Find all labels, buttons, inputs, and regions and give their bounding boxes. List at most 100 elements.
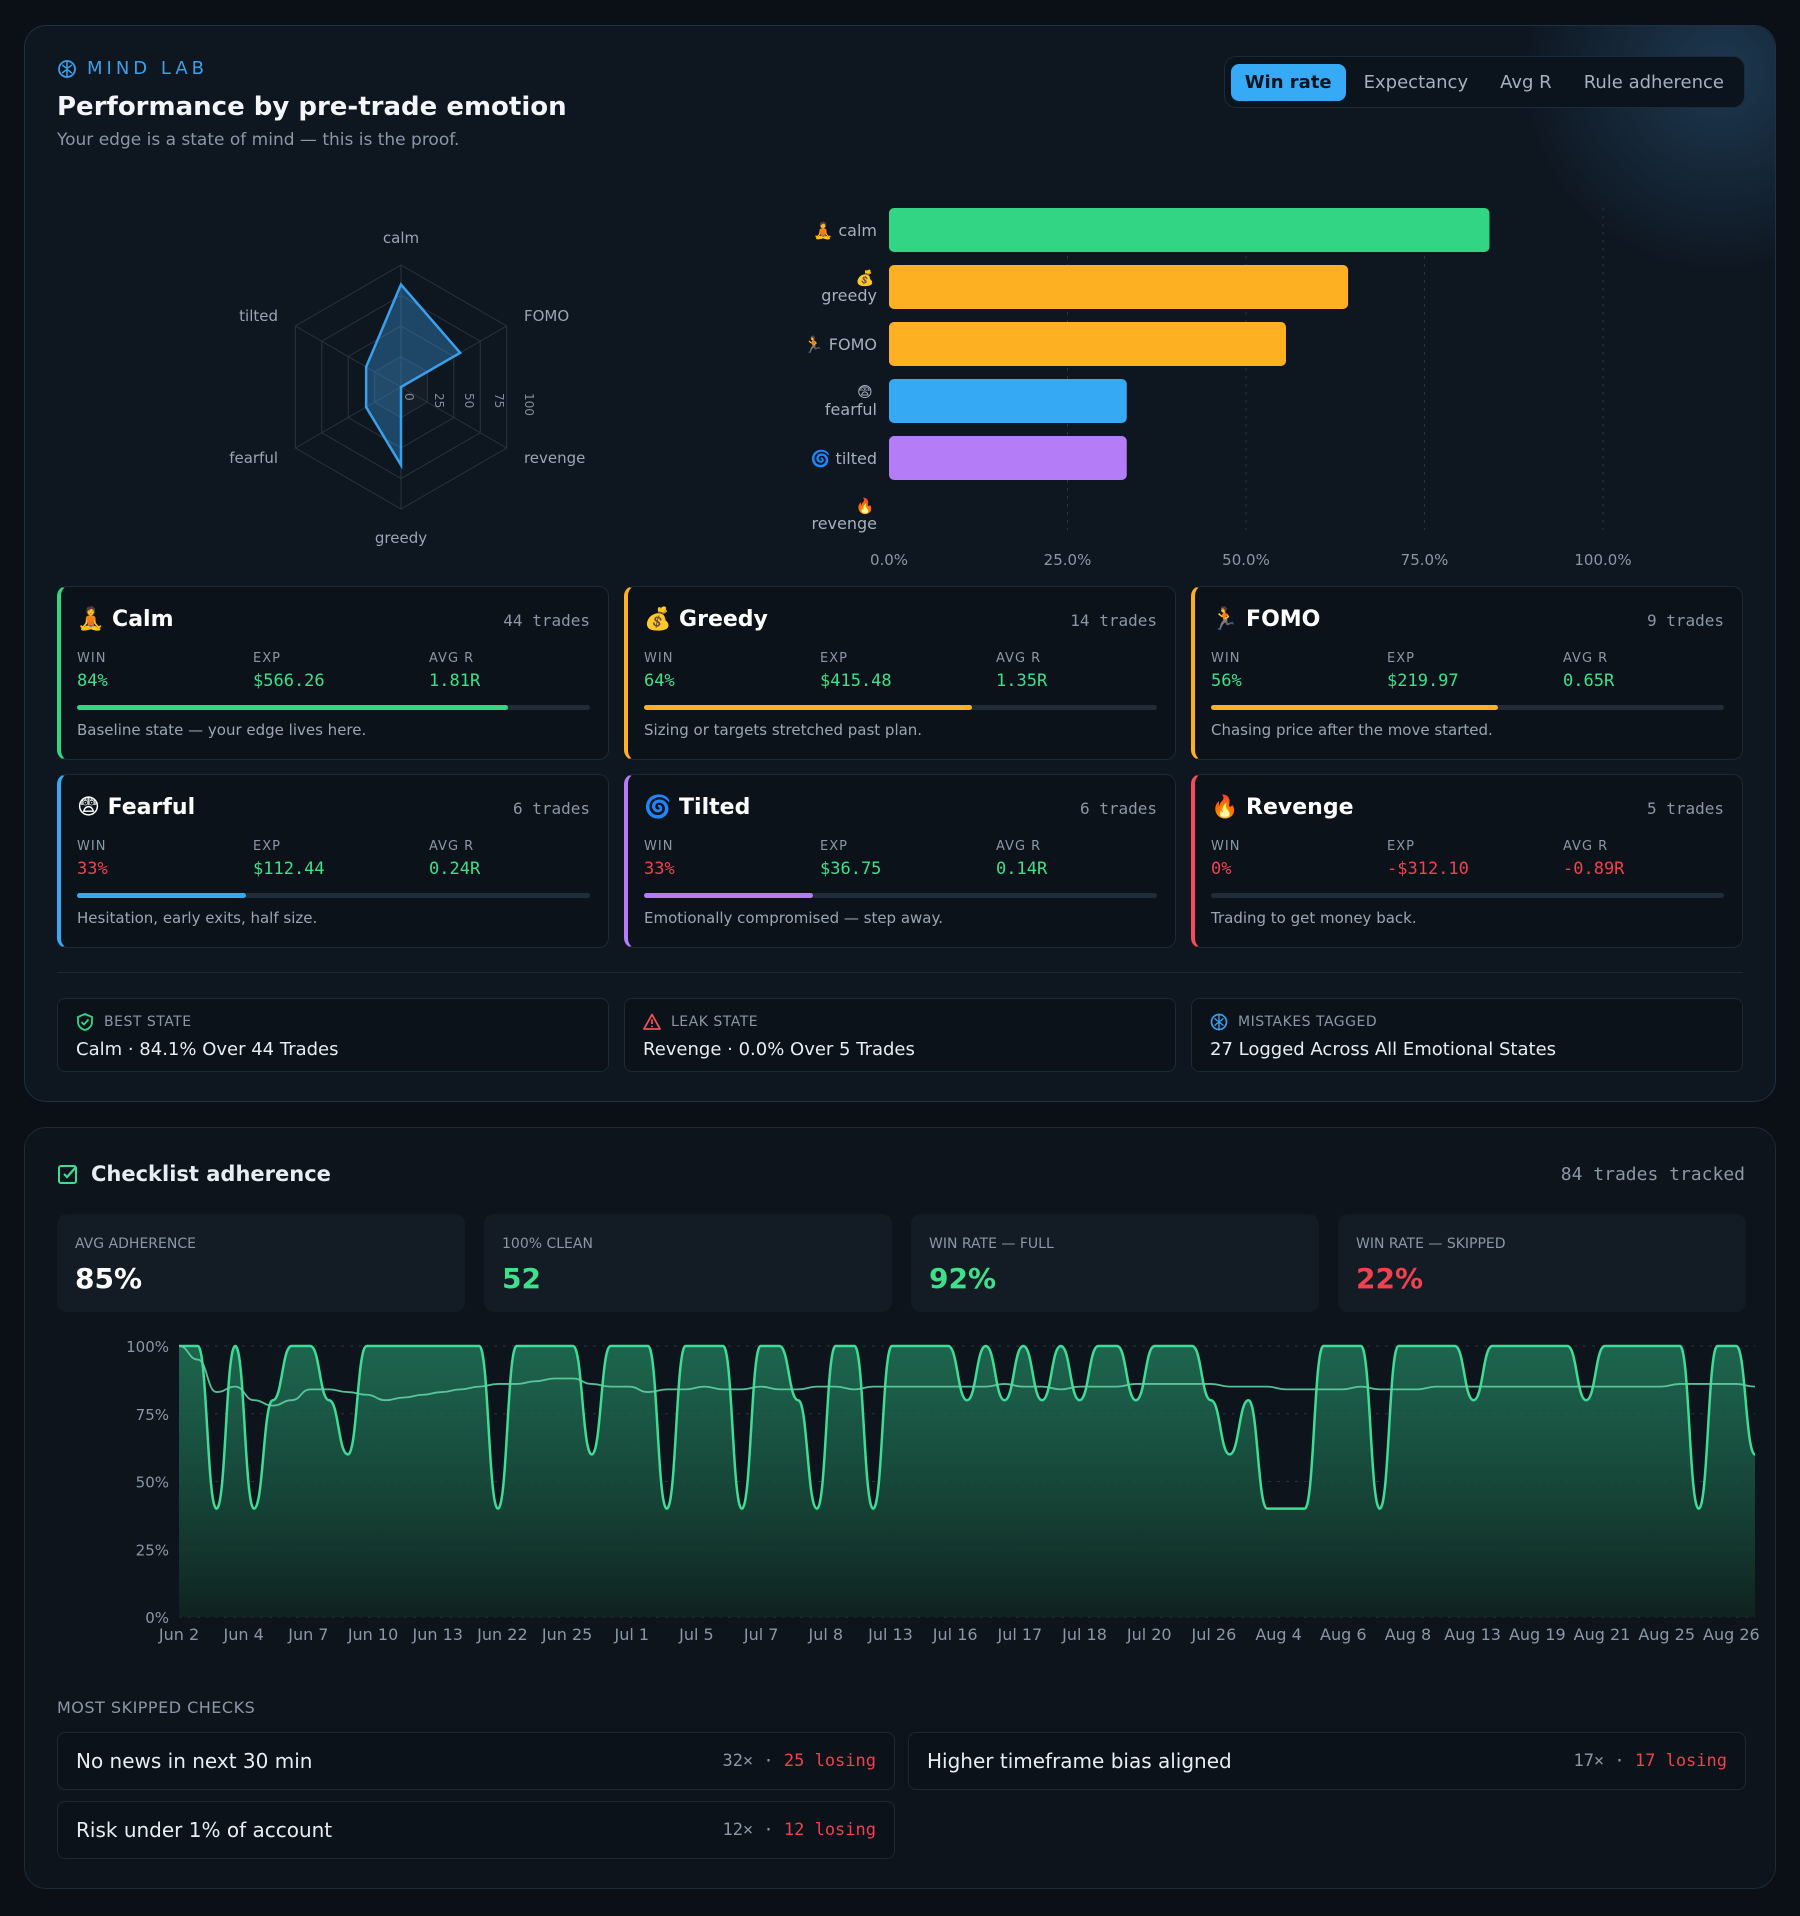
skip-count: 12× · (722, 1820, 784, 1840)
emotion-card-calm[interactable]: 🧘 Calm 44 trades WIN 84% EXP $566.26 AVG R 1.81… (57, 586, 609, 760)
card-exp-value: -$312.10 (1387, 859, 1469, 879)
checklist-panel: Checklist adherence 84 trades tracked AV… (24, 1127, 1776, 1889)
card-exp-label: EXP (253, 651, 281, 666)
kpi-label: WIN RATE — SKIPPED (1356, 1236, 1506, 1252)
card-trade-count: 6 trades (512, 799, 590, 818)
card-win-label: WIN (644, 651, 674, 666)
card-win-label: WIN (77, 839, 107, 854)
radar-spoke (295, 325, 402, 388)
adh-x-tick: Aug 6 (1320, 1625, 1367, 1644)
emotion-card-fomo[interactable]: 🏃 FOMO 9 trades WIN 56% EXP $219.97 AVG R 0.65R… (1191, 586, 1743, 760)
adh-x-tick: Aug 13 (1444, 1625, 1501, 1644)
card-win-value: 84% (77, 671, 108, 691)
card-trade-count: 6 trades (1079, 799, 1157, 818)
adh-x-tick: Aug 26 (1703, 1625, 1760, 1644)
radar-axis-label: FOMO (524, 307, 569, 325)
stat-label-row: MISTAKES TAGGED (1210, 1013, 1377, 1031)
card-win-label: WIN (1211, 651, 1241, 666)
kpi-value: 92% (929, 1262, 997, 1295)
card-win-value: 64% (644, 671, 675, 691)
adh-x-tick: Jun 13 (412, 1625, 463, 1644)
stat-label-row: LEAK STATE (643, 1013, 758, 1031)
card-avgr-label: AVG R (996, 839, 1042, 854)
kpi-value: 85% (75, 1262, 143, 1295)
brand-label: MIND LAB (87, 58, 208, 79)
adh-x-tick: Aug 4 (1255, 1625, 1302, 1644)
card-title: 🌀 Tilted (644, 795, 751, 820)
card-exp-value: $566.26 (253, 671, 325, 691)
adh-x-tick: Jun 22 (476, 1625, 527, 1644)
card-exp-label: EXP (253, 839, 281, 854)
radar-axis-label: tilted (239, 307, 278, 325)
card-progress-fill (644, 705, 973, 710)
card-trade-count: 5 trades (1646, 799, 1724, 818)
radar-tick-label: 50 (462, 393, 476, 408)
card-avgr-value: 1.35R (996, 671, 1048, 691)
kpi-100-clean: 100% CLEAN 52 (484, 1214, 892, 1312)
emotion-card-revenge[interactable]: 🔥 Revenge 5 trades WIN 0% EXP -$312.10 AVG R -0… (1191, 774, 1743, 948)
skipped-check-item[interactable]: No news in next 30 min 32× · 25 losing (57, 1732, 895, 1790)
adh-x-tick: Jun 10 (347, 1625, 398, 1644)
bar-category-label: 🏃 FOMO (804, 335, 877, 354)
losing-count: 25 losing (783, 1751, 876, 1771)
kpi-avg-adherence: AVG ADHERENCE 85% (57, 1214, 465, 1312)
brain-icon (1210, 1013, 1228, 1031)
card-title: 🧘 Calm (77, 607, 174, 632)
skip-count: 17× · (1573, 1751, 1635, 1771)
emotion-card-greedy[interactable]: 💰 Greedy 14 trades WIN 64% EXP $415.48 AVG R 1.… (624, 586, 1176, 760)
card-avgr-label: AVG R (1563, 839, 1609, 854)
adh-x-tick: Jul 26 (1191, 1625, 1237, 1644)
skip-count: 32× · (722, 1751, 784, 1771)
checklist-header: Checklist adherence (57, 1162, 331, 1186)
tab-rule-adherence[interactable]: Rule adherence (1583, 71, 1724, 93)
card-exp-label: EXP (820, 839, 848, 854)
adherence-area-chart: 100% 75% 50% 25% 0%Jun 2 Jun 4 Jun 7 Jun 10 Jun … (126, 1338, 1760, 1644)
card-title: 💰 Greedy (644, 607, 768, 632)
card-title: 🏃 FOMO (1211, 607, 1321, 632)
kpi-label: 100% CLEAN (502, 1236, 593, 1252)
skipped-check-item[interactable]: Higher timeframe bias aligned 17× · 17 lo… (908, 1732, 1746, 1790)
card-win-value: 0% (1211, 859, 1232, 879)
adh-x-tick: Aug 19 (1509, 1625, 1566, 1644)
most-skipped-label: MOST SKIPPED CHECKS (57, 1698, 256, 1717)
card-avgr-value: 0.65R (1563, 671, 1615, 691)
tab-avg-r[interactable]: Avg R (1500, 71, 1552, 93)
card-progress-fill (77, 705, 508, 710)
radar-value-shape (364, 282, 463, 470)
bar-fearful (889, 379, 1127, 423)
divider (57, 972, 1743, 973)
radar-axis-label: fearful (229, 449, 278, 467)
emotion-card-fearful[interactable]: 😨 Fearful 6 trades WIN 33% EXP $112.44 AVG R 0.… (57, 774, 609, 948)
adh-x-tick: Aug 8 (1385, 1625, 1432, 1644)
skipped-check-item[interactable]: Risk under 1% of account 12× · 12 losing (57, 1801, 895, 1859)
radar-spoke (295, 386, 402, 449)
metric-tabs: Win rate Expectancy Avg R Rule adherence (1223, 56, 1745, 108)
card-win-label: WIN (77, 651, 107, 666)
skipped-check-count: 17× · 17 losing (1573, 1751, 1727, 1771)
mind-lab-panel: MIND LAB Performance by pre-trade emotio… (24, 25, 1776, 1102)
emotion-card-tilted[interactable]: 🌀 Tilted 6 trades WIN 33% EXP $36.75 AVG R 0.14… (624, 774, 1176, 948)
stat-label: LEAK STATE (671, 1014, 759, 1030)
tab-win-rate[interactable]: Win rate (1230, 63, 1346, 101)
adh-x-tick: Jul 7 (743, 1625, 779, 1644)
emotion-radar-chart: 0 25 50 75 100 calm FOMO revenge greedy fearful ti… (229, 229, 585, 547)
tab-expectancy[interactable]: Expectancy (1363, 71, 1469, 93)
radar-tick-label: 75 (492, 393, 506, 408)
adh-x-tick: Jul 5 (678, 1625, 714, 1644)
card-exp-value: $219.97 (1387, 671, 1459, 691)
card-avgr-label: AVG R (996, 651, 1042, 666)
card-avgr-label: AVG R (429, 839, 475, 854)
checkbox-icon (58, 1165, 77, 1184)
bar-category-label: greedy (821, 286, 877, 305)
stat-mistakes-tagged: MISTAKES TAGGED 27 Logged Across All Emot… (1191, 998, 1743, 1072)
bar-x-tick: 100.0% (1574, 551, 1631, 569)
card-description: Chasing price after the move started. (1211, 721, 1493, 739)
adh-x-tick: Jul 13 (867, 1625, 913, 1644)
card-progress-track (1211, 705, 1724, 710)
bar-category-icon: 😨 (857, 383, 873, 401)
card-progress-track (1211, 893, 1724, 898)
bar-category-icon: 🔥 (856, 497, 875, 515)
card-progress-track (77, 893, 590, 898)
bar-x-tick: 50.0% (1222, 551, 1270, 569)
card-exp-label: EXP (820, 651, 848, 666)
